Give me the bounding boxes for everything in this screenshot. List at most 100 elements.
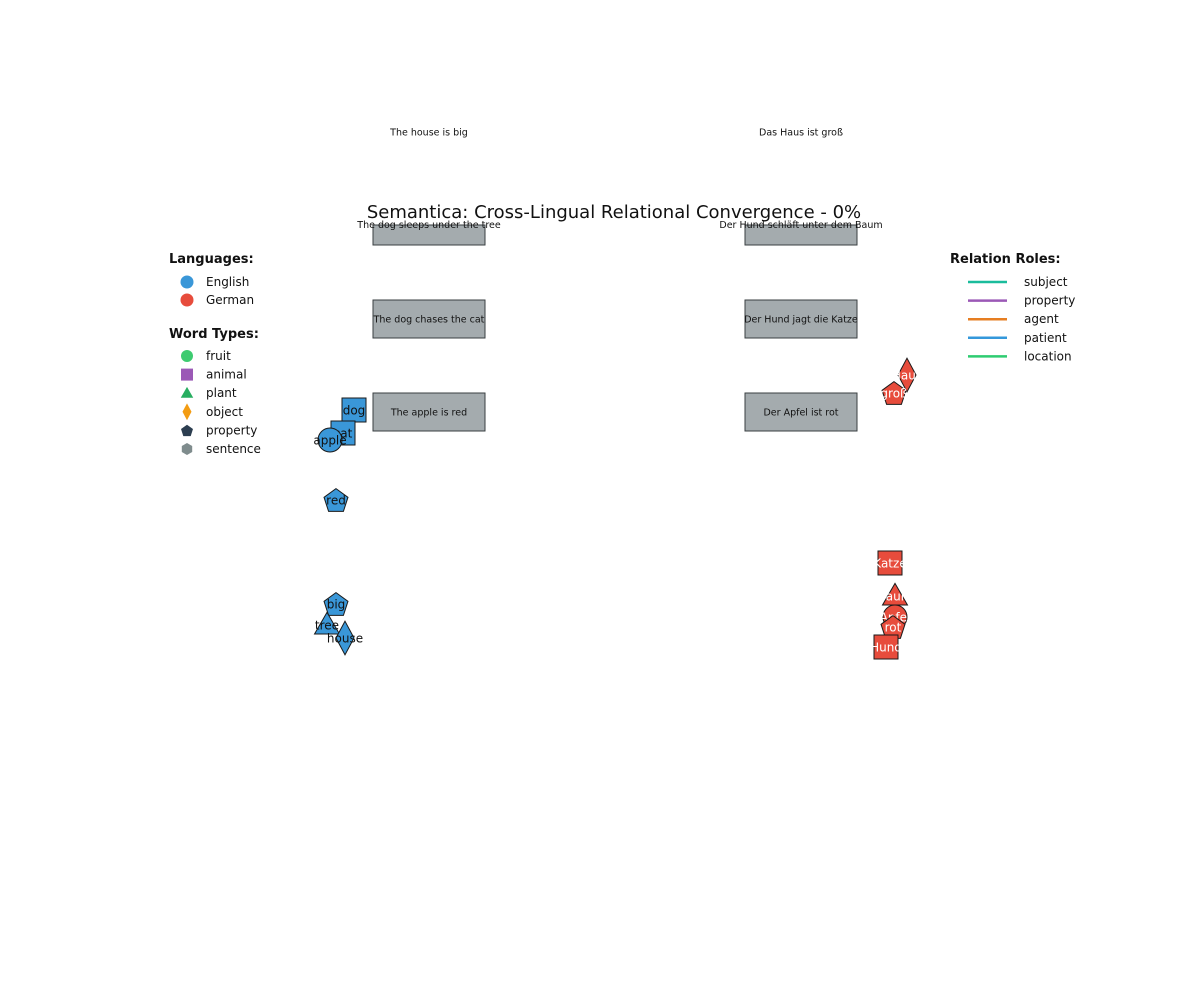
word-diamond-icon [335,620,355,656]
sentence-label: The house is big [389,128,468,139]
legend-item-object: object [182,403,243,421]
legend-label: property [1024,294,1075,308]
word-label: dog [343,404,366,418]
sentence-box [372,392,486,432]
sentence-node-english: The apple is red [372,392,486,432]
word-types-legend: Word Types: fruit animal plant object proper… [169,327,261,456]
word-label: Baum [878,590,913,604]
legend-item-fruit: fruit [181,349,231,363]
legend-label: animal [206,368,247,382]
relation-roles-legend-heading: Relation Roles: [950,252,1061,267]
word-diamond-icon [897,357,917,393]
triangle-marker-icon [180,386,194,398]
word-label: tree [315,619,339,633]
word-node-apple: apple [313,427,347,453]
relation-roles-legend: Relation Roles: subject property agent pati… [950,252,1075,363]
word-node-groß: groß [880,380,908,405]
square-marker-icon [181,368,193,381]
word-node-tree: tree [313,611,341,635]
sentence-label: The dog sleeps under the tree [356,220,501,231]
word-node-dog: dog [341,397,367,423]
word-node-hund: Hund [870,634,902,660]
legend-item-agent: agent [968,312,1059,326]
word-label: rot [885,621,902,635]
legend-label: subject [1024,275,1068,289]
word-triangle-icon [313,611,341,635]
languages-legend: Languages: English German [169,252,254,307]
sentence-label: The apple is red [390,408,467,419]
legend-marker [180,275,194,289]
word-nodes: dogcatappleredbigtreehouseHausgroßKatzeB… [313,357,922,660]
legend-label: fruit [206,349,231,363]
word-label: red [326,494,346,508]
sentence-node-english: The dog sleeps under the tree [356,220,501,246]
word-label: apple [313,434,346,448]
page-title: Semantica: Cross-Lingual Relational Conv… [367,202,861,223]
word-node-haus: Haus [892,357,922,393]
word-node-rot: rot [880,614,906,639]
legend-item-property: property [968,294,1075,308]
sentence-nodes: The house is big The dog sleeps under the… [356,128,883,432]
legend-label: location [1024,349,1072,363]
word-node-house: house [327,620,363,656]
sentence-box [744,299,858,339]
sentence-node-german: Das Haus ist groß [759,128,843,139]
sentence-box [372,299,486,339]
legend-item-german: German [180,293,254,307]
sentence-box [372,224,486,246]
sentence-node-german: Der Hund jagt die Katze [744,299,858,339]
legend-item-location: location [968,349,1072,363]
legend-label: property [206,423,257,437]
legend-label: sentence [206,442,261,456]
legend-label: patient [1024,331,1067,345]
word-label: big [327,598,346,612]
legend-item-subject: subject [968,275,1068,289]
word-square-icon [877,550,903,576]
sentence-label: The dog chases the cat [373,315,485,326]
sentence-node-english: The house is big [389,128,468,139]
circle-marker-icon [181,350,193,362]
word-label: groß [880,387,908,401]
sentence-node-german: Der Apfel ist rot [744,392,858,432]
word-pentagon-icon [323,487,349,512]
languages-legend-heading: Languages: [169,252,254,267]
sentence-box [744,392,858,432]
sentence-label: Der Hund jagt die Katze [744,315,858,326]
legend-label: plant [206,386,237,400]
pentagon-marker-icon [181,424,193,437]
legend-label: English [206,275,249,289]
legend-label: German [206,293,254,307]
sentence-label: Das Haus ist groß [759,128,843,139]
legend-item-animal: animal [181,368,247,382]
legend-item-english: English [180,275,249,289]
word-pentagon-icon [881,380,907,405]
diamond-marker-icon [182,403,192,421]
word-node-baum: Baum [878,582,913,606]
legend-marker [180,293,194,307]
word-label: Haus [892,369,922,383]
word-circle-icon [317,427,343,453]
legend-item-patient: patient [968,331,1067,345]
legend-label: agent [1024,312,1059,326]
word-node-katze: Katze [873,550,907,576]
word-label: house [327,632,363,646]
sentence-node-english: The dog chases the cat [372,299,486,339]
word-square-icon [341,397,367,423]
sentence-label: Der Hund schläft unter dem Baum [719,220,882,231]
legend-item-sentence: sentence [181,442,261,456]
word-node-red: red [323,487,349,512]
sentence-box [744,224,858,246]
word-square-icon [873,634,899,660]
legend-item-plant: plant [180,386,237,400]
sentence-label: Der Apfel ist rot [763,408,838,419]
hexagon-marker-icon [181,443,193,455]
word-node-big: big [323,591,349,616]
legend-label: object [206,405,243,419]
word-pentagon-icon [323,591,349,616]
word-label: Katze [873,557,906,571]
word-types-legend-heading: Word Types: [169,327,259,342]
word-label: Hund [870,641,902,655]
legend-item-property: property [181,423,257,437]
sentence-node-german: Der Hund schläft unter dem Baum [719,220,883,246]
